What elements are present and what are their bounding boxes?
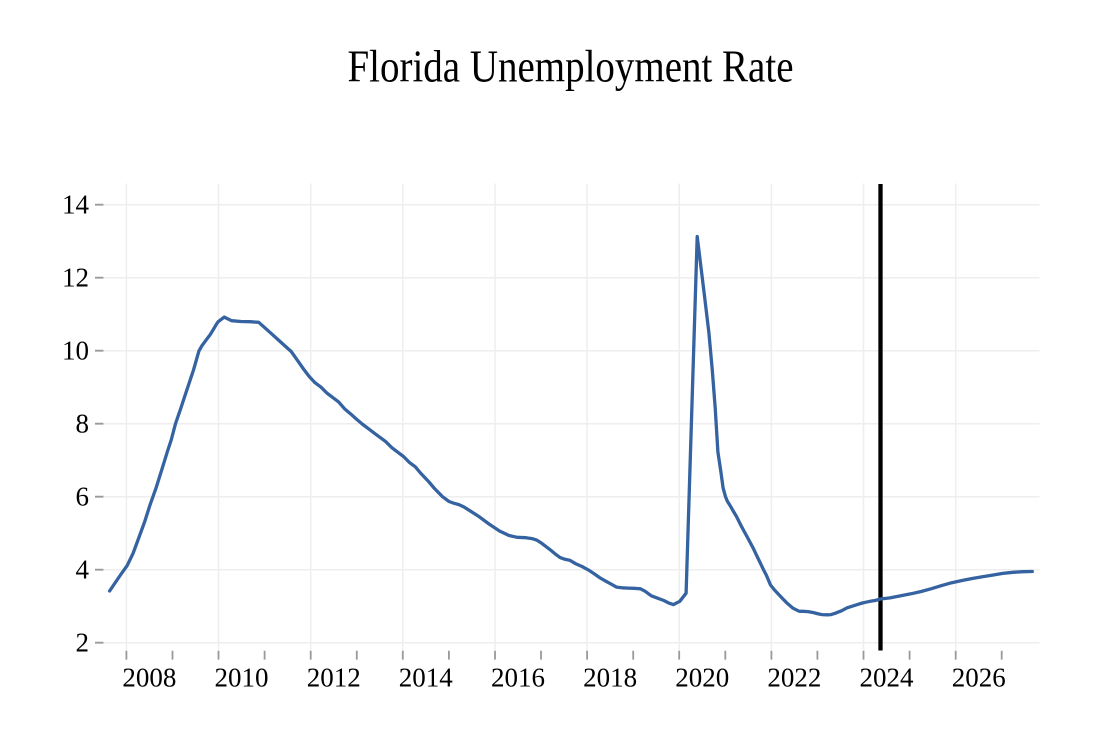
svg-text:Florida Unemployment Rate: Florida Unemployment Rate xyxy=(348,42,794,92)
svg-text:2020: 2020 xyxy=(675,662,729,692)
svg-text:2026: 2026 xyxy=(952,662,1006,692)
svg-text:2022: 2022 xyxy=(767,662,821,692)
svg-text:2014: 2014 xyxy=(399,662,454,692)
svg-text:2024: 2024 xyxy=(860,662,915,692)
svg-text:2: 2 xyxy=(76,627,90,657)
svg-text:2016: 2016 xyxy=(491,662,545,692)
svg-text:6: 6 xyxy=(76,481,90,511)
svg-text:14: 14 xyxy=(62,189,90,219)
svg-text:12: 12 xyxy=(62,262,89,292)
svg-text:4: 4 xyxy=(76,554,90,584)
svg-text:2008: 2008 xyxy=(122,662,176,692)
svg-text:2012: 2012 xyxy=(307,662,361,692)
svg-text:8: 8 xyxy=(76,408,90,438)
svg-text:10: 10 xyxy=(62,335,89,365)
svg-text:2010: 2010 xyxy=(215,662,269,692)
svg-text:2018: 2018 xyxy=(583,662,637,692)
